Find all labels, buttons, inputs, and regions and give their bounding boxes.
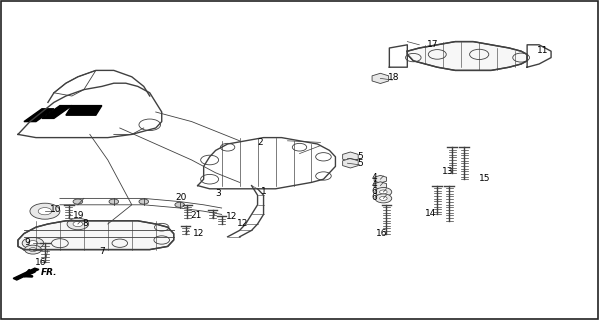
Circle shape xyxy=(375,194,392,203)
Polygon shape xyxy=(374,175,386,183)
Circle shape xyxy=(139,199,149,204)
Circle shape xyxy=(28,241,38,246)
Polygon shape xyxy=(35,205,55,217)
Circle shape xyxy=(375,188,392,196)
Circle shape xyxy=(73,199,83,204)
Circle shape xyxy=(30,203,60,219)
Polygon shape xyxy=(343,158,358,168)
Text: 16: 16 xyxy=(35,258,46,267)
Text: 21: 21 xyxy=(190,211,202,220)
Text: 8: 8 xyxy=(83,219,89,228)
Text: 19: 19 xyxy=(73,212,84,220)
Text: 2: 2 xyxy=(258,138,263,147)
Text: 15: 15 xyxy=(479,174,491,183)
Text: 11: 11 xyxy=(537,46,548,55)
Polygon shape xyxy=(24,109,54,122)
Text: 6: 6 xyxy=(371,193,377,202)
Circle shape xyxy=(22,237,44,249)
Text: 7: 7 xyxy=(99,247,105,256)
Text: 9: 9 xyxy=(24,238,30,247)
Text: 10: 10 xyxy=(50,205,61,214)
Polygon shape xyxy=(27,239,39,247)
Polygon shape xyxy=(374,182,386,189)
Circle shape xyxy=(380,196,387,200)
Text: 5: 5 xyxy=(358,159,364,168)
Text: 12: 12 xyxy=(193,229,204,238)
Text: 1: 1 xyxy=(261,188,267,196)
Text: 6: 6 xyxy=(371,187,377,196)
Circle shape xyxy=(109,199,119,204)
Text: 20: 20 xyxy=(175,193,186,202)
Polygon shape xyxy=(343,152,358,162)
Text: 4: 4 xyxy=(371,173,377,182)
Text: 13: 13 xyxy=(442,167,453,176)
Polygon shape xyxy=(72,220,84,228)
Text: 14: 14 xyxy=(425,209,437,218)
Polygon shape xyxy=(13,268,39,280)
Text: 18: 18 xyxy=(388,73,400,82)
Text: 5: 5 xyxy=(358,152,364,161)
Polygon shape xyxy=(18,221,174,250)
Circle shape xyxy=(38,208,52,215)
Polygon shape xyxy=(407,42,527,70)
Circle shape xyxy=(73,221,83,227)
Text: 4: 4 xyxy=(371,180,377,188)
Circle shape xyxy=(25,245,41,254)
Text: 16: 16 xyxy=(376,229,388,238)
Text: 17: 17 xyxy=(427,40,438,49)
Text: 12: 12 xyxy=(237,220,248,228)
Text: FR.: FR. xyxy=(41,268,58,277)
Circle shape xyxy=(175,202,184,207)
Polygon shape xyxy=(372,73,389,84)
Circle shape xyxy=(29,248,37,252)
Text: 12: 12 xyxy=(226,212,238,221)
Circle shape xyxy=(67,218,89,230)
Circle shape xyxy=(380,190,387,194)
Text: 3: 3 xyxy=(216,189,222,198)
Polygon shape xyxy=(42,106,72,118)
Polygon shape xyxy=(66,106,102,115)
